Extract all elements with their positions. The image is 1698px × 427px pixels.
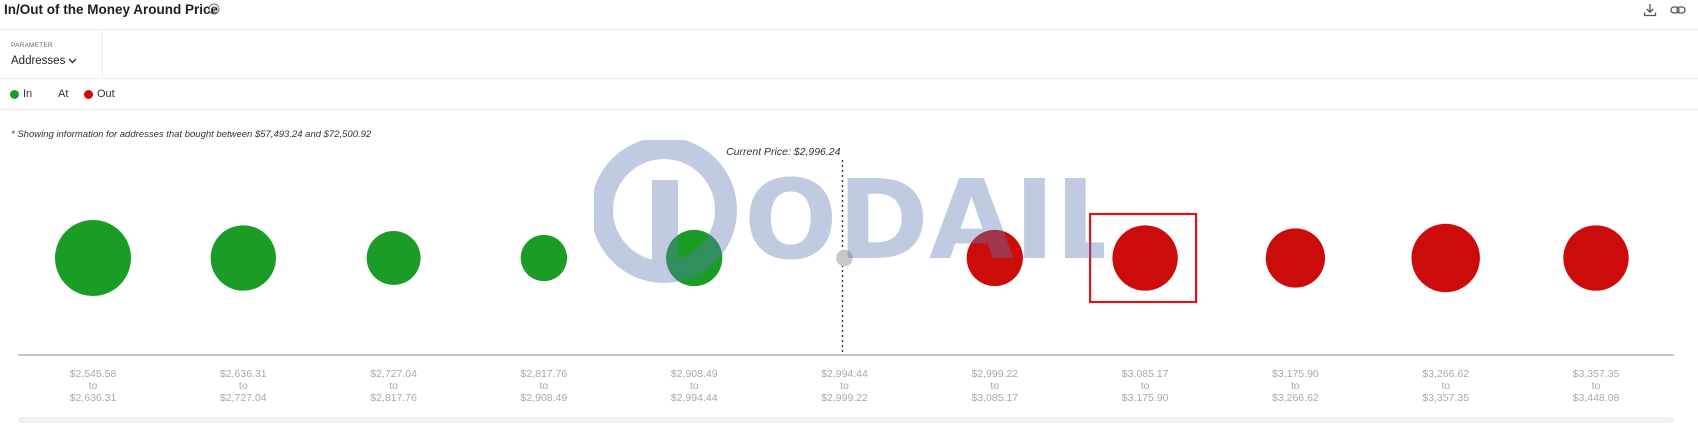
range-to-label: $2,994.44 — [671, 392, 718, 404]
legend-dot-out — [84, 89, 93, 99]
bubble-in — [55, 220, 131, 296]
range-connector-label: to — [840, 380, 849, 392]
range-from-label: $2,817.76 — [521, 368, 568, 380]
bubble-out — [1265, 228, 1326, 288]
range-connector-label: to — [690, 380, 699, 392]
range-from-label: $2,545.58 — [70, 368, 117, 380]
range-to-label: $3,448.08 — [1573, 392, 1620, 404]
parameter-select[interactable]: Addresses — [11, 55, 77, 67]
range-from-label: $3,266.62 — [1422, 368, 1469, 380]
legend-item-in[interactable]: In — [10, 88, 32, 100]
download-icon[interactable] — [1643, 3, 1657, 17]
legend: In At Out — [0, 80, 1698, 110]
range-from-label: $3,357.35 — [1573, 368, 1620, 380]
bubble-in — [666, 229, 723, 287]
range-from-label: $2,999.22 — [971, 368, 1018, 380]
range-to-label: $2,727.04 — [220, 392, 267, 404]
range-to-label: $3,357.35 — [1422, 392, 1469, 404]
range-connector-label: to — [540, 380, 549, 392]
chevron-down-icon — [68, 58, 77, 64]
legend-label-in: In — [23, 88, 33, 100]
range-to-label: $3,085.17 — [971, 392, 1018, 404]
legend-item-at[interactable]: At — [58, 88, 68, 100]
legend-label-at: At — [58, 88, 69, 100]
bubble-in — [366, 231, 421, 285]
range-from-label: $2,994.44 — [821, 368, 868, 380]
legend-item-out[interactable]: Out — [84, 88, 115, 100]
highlight-box — [1088, 212, 1198, 304]
range-connector-label: to — [89, 380, 98, 392]
range-connector-label: to — [1291, 380, 1300, 392]
range-connector-label: to — [239, 380, 248, 392]
range-from-label: $3,085.17 — [1122, 368, 1169, 380]
range-to-label: $2,999.22 — [821, 392, 868, 404]
range-from-label: $2,908.49 — [671, 368, 718, 380]
range-connector-label: to — [990, 380, 999, 392]
chart-header: In/Out of the Money Around Price — [0, 0, 1698, 30]
current-price-label: Current Price: $2,996.24 — [726, 146, 841, 158]
range-note: * Showing information for addresses that… — [11, 129, 372, 140]
bubble-out — [1112, 225, 1178, 291]
range-connector-label: to — [1592, 380, 1601, 392]
range-connector-label: to — [389, 380, 398, 392]
range-from-label: $2,727.04 — [370, 368, 417, 380]
bubble-out — [1411, 223, 1480, 293]
range-connector-label: to — [1441, 380, 1450, 392]
bubble-chart: Current Price: $2,996.24$2,545.58to$2,63… — [18, 146, 1674, 404]
range-to-label: $2,817.76 — [370, 392, 417, 404]
bubble-out — [966, 229, 1023, 287]
parameter-label: PARAMETER — [11, 42, 53, 49]
bubble-in — [520, 234, 568, 282]
range-to-label: $2,908.49 — [521, 392, 568, 404]
range-to-label: $3,175.90 — [1122, 392, 1169, 404]
range-to-label: $2,636.31 — [70, 392, 117, 404]
parameter-control: PARAMETER Addresses — [0, 31, 103, 79]
legend-label-out: Out — [97, 88, 115, 100]
horizontal-scrollbar[interactable] — [18, 417, 1674, 423]
bubble-out — [1563, 225, 1629, 291]
link-icon[interactable] — [1670, 3, 1686, 17]
range-connector-label: to — [1141, 380, 1150, 392]
help-circle-icon[interactable] — [208, 3, 220, 15]
bubble-in — [210, 225, 276, 291]
legend-dot-in — [10, 89, 19, 99]
range-to-label: $3,266.62 — [1272, 392, 1319, 404]
chart-title: In/Out of the Money Around Price — [4, 2, 219, 17]
range-from-label: $3,175.90 — [1272, 368, 1319, 380]
parameter-row: PARAMETER Addresses — [0, 31, 1698, 79]
parameter-value: Addresses — [11, 55, 66, 67]
range-from-label: $2,636.31 — [220, 368, 267, 380]
bubble-at — [836, 249, 853, 267]
